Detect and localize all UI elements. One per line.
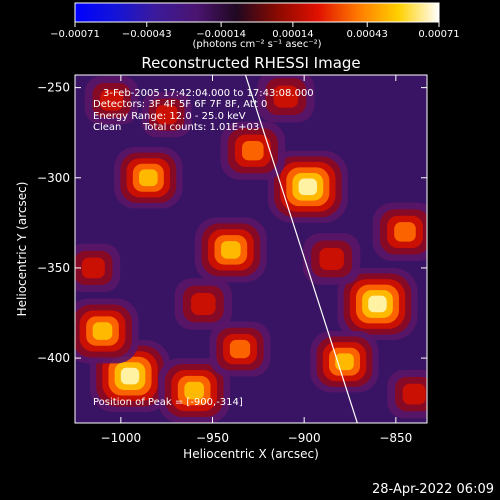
x-tick-label: −900 [288,431,321,445]
colorbar-tick-label: 0.00014 [272,29,313,40]
heat-source [75,298,139,364]
y-tick-label: −300 [37,171,70,185]
heat-source [267,150,348,223]
chart-title: Reconstructed RHESSI Image [141,54,360,72]
annotation-detectors: Detectors: 3F 4F 5F 6F 7F 8F, Att 0 [93,99,268,110]
annotation-method: Clean [93,122,122,133]
heat-source [158,358,231,423]
heatmap-sources [75,75,427,423]
heat-source [303,233,361,285]
heat-source [75,243,121,293]
colorbar-tick-label: 0.00071 [418,29,459,40]
y-tick-label: −350 [37,261,70,275]
solar-limb-line [244,75,358,423]
annotation-counts: Total counts: 1.01E+03 [143,122,260,133]
plot-area [74,74,428,424]
heat-source [141,92,192,138]
colorbar-ticks: −0.00071 −0.00043 −0.00014 0.00014 0.00043 0.… [50,22,460,40]
colorbar-tick-label: 0.00043 [347,29,388,40]
heat-source [310,330,379,393]
y-tick-label: −250 [37,81,70,95]
footer-date: 28-Apr-2022 06:09 [372,482,494,497]
heat-source [114,147,183,209]
heat-source [84,76,139,125]
colorbar: −0.00071 −0.00043 −0.00014 0.00014 0.00043 0.… [50,2,460,50]
x-axis-ticks: −1000 −950 −900 −850 [101,75,412,445]
heat-source [209,321,271,377]
x-axis-label: Heliocentric X (arcsec) [183,447,319,461]
heat-source [174,278,232,330]
x-tick-label: −1000 [101,431,142,445]
heat-source [337,267,418,340]
heat-source [220,121,286,180]
colorbar-tick-label: −0.00043 [122,29,172,40]
y-axis-label: Heliocentric Y (arcsec) [15,182,29,317]
y-axis-ticks: −250 −300 −350 −400 [37,81,427,365]
heat-source [257,75,315,123]
colorbar-tick-label: −0.00014 [196,29,246,40]
x-tick-label: −950 [196,431,229,445]
y-tick-label: −400 [37,351,70,365]
heat-source [387,370,427,419]
colorbar-label: (photons cm⁻² s⁻¹ asec⁻²) [192,39,321,50]
plot-frame [74,74,428,424]
x-tick-label: −850 [379,431,412,445]
annotation-peak: Position of Peak = [-900,-314] [93,397,243,408]
annotation-energy: Energy Range: 12.0 - 25.0 keV [93,111,246,122]
colorbar-gradient [74,2,440,23]
heat-source [194,217,267,283]
colorbar-tick-label: −0.00071 [50,29,100,40]
heat-source [372,202,427,261]
annotation-time: 3-Feb-2005 17:42:04.000 to 17:43:08.000 [103,88,314,99]
